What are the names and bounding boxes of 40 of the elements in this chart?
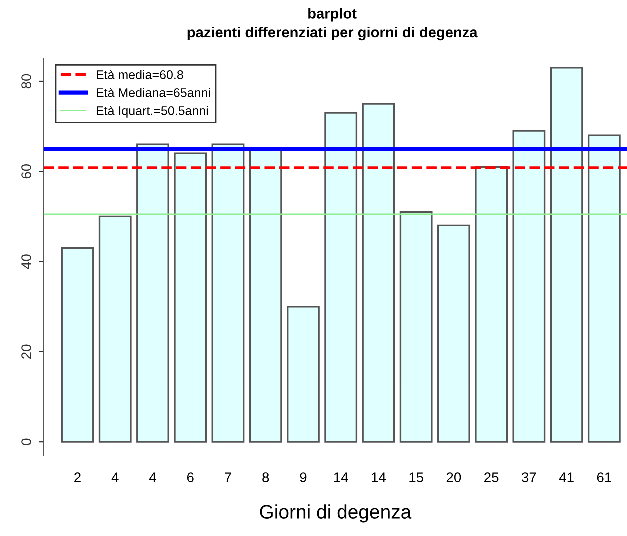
x-tick-label: 37	[522, 472, 536, 482]
bar	[136, 144, 170, 443]
x-tick-label: 7	[225, 472, 232, 482]
chart-title: barplot	[308, 8, 357, 22]
bar	[438, 224, 470, 443]
bar	[550, 67, 584, 443]
x-tick-label: 6	[187, 472, 194, 482]
bar	[61, 247, 94, 443]
x-tick-label: 2	[74, 472, 81, 482]
x-tick-label: 25	[484, 472, 499, 482]
legend-label: Età media=60.8	[96, 70, 184, 80]
legend-label: Età Mediana=65anni	[96, 88, 210, 98]
chart-subtitle: pazienti differenziati per giorni di degenza	[188, 26, 478, 41]
y-tick-label: 20	[22, 344, 32, 359]
x-tick-label: 4	[149, 472, 156, 482]
x-tick-label: 4	[112, 472, 119, 482]
x-tick-label: 61	[597, 472, 612, 482]
x-tick-label: 15	[410, 472, 424, 482]
y-tick-label: 80	[22, 74, 32, 89]
bar	[588, 134, 621, 443]
bar	[98, 216, 132, 443]
bar	[212, 144, 245, 443]
x-tick-label: 20	[446, 472, 462, 482]
x-tick-label: 14	[372, 472, 386, 482]
legend-label: Età Iquart.=50.5anni	[96, 106, 208, 118]
bar	[512, 130, 546, 443]
bar	[324, 112, 358, 443]
bar	[400, 211, 433, 443]
y-tick-label: 40	[22, 254, 32, 270]
x-axis-title: Giorni di degenza	[260, 504, 412, 523]
y-tick-label: 0	[22, 438, 32, 446]
x-tick-label: 41	[559, 472, 574, 482]
bar	[287, 306, 320, 443]
bar	[174, 152, 208, 443]
bar	[362, 103, 396, 443]
bar	[475, 166, 508, 443]
x-tick-label: 14	[334, 472, 348, 482]
y-tick-label: 60	[22, 164, 32, 179]
x-tick-label: 9	[300, 472, 307, 482]
x-tick-label: 8	[262, 472, 270, 482]
